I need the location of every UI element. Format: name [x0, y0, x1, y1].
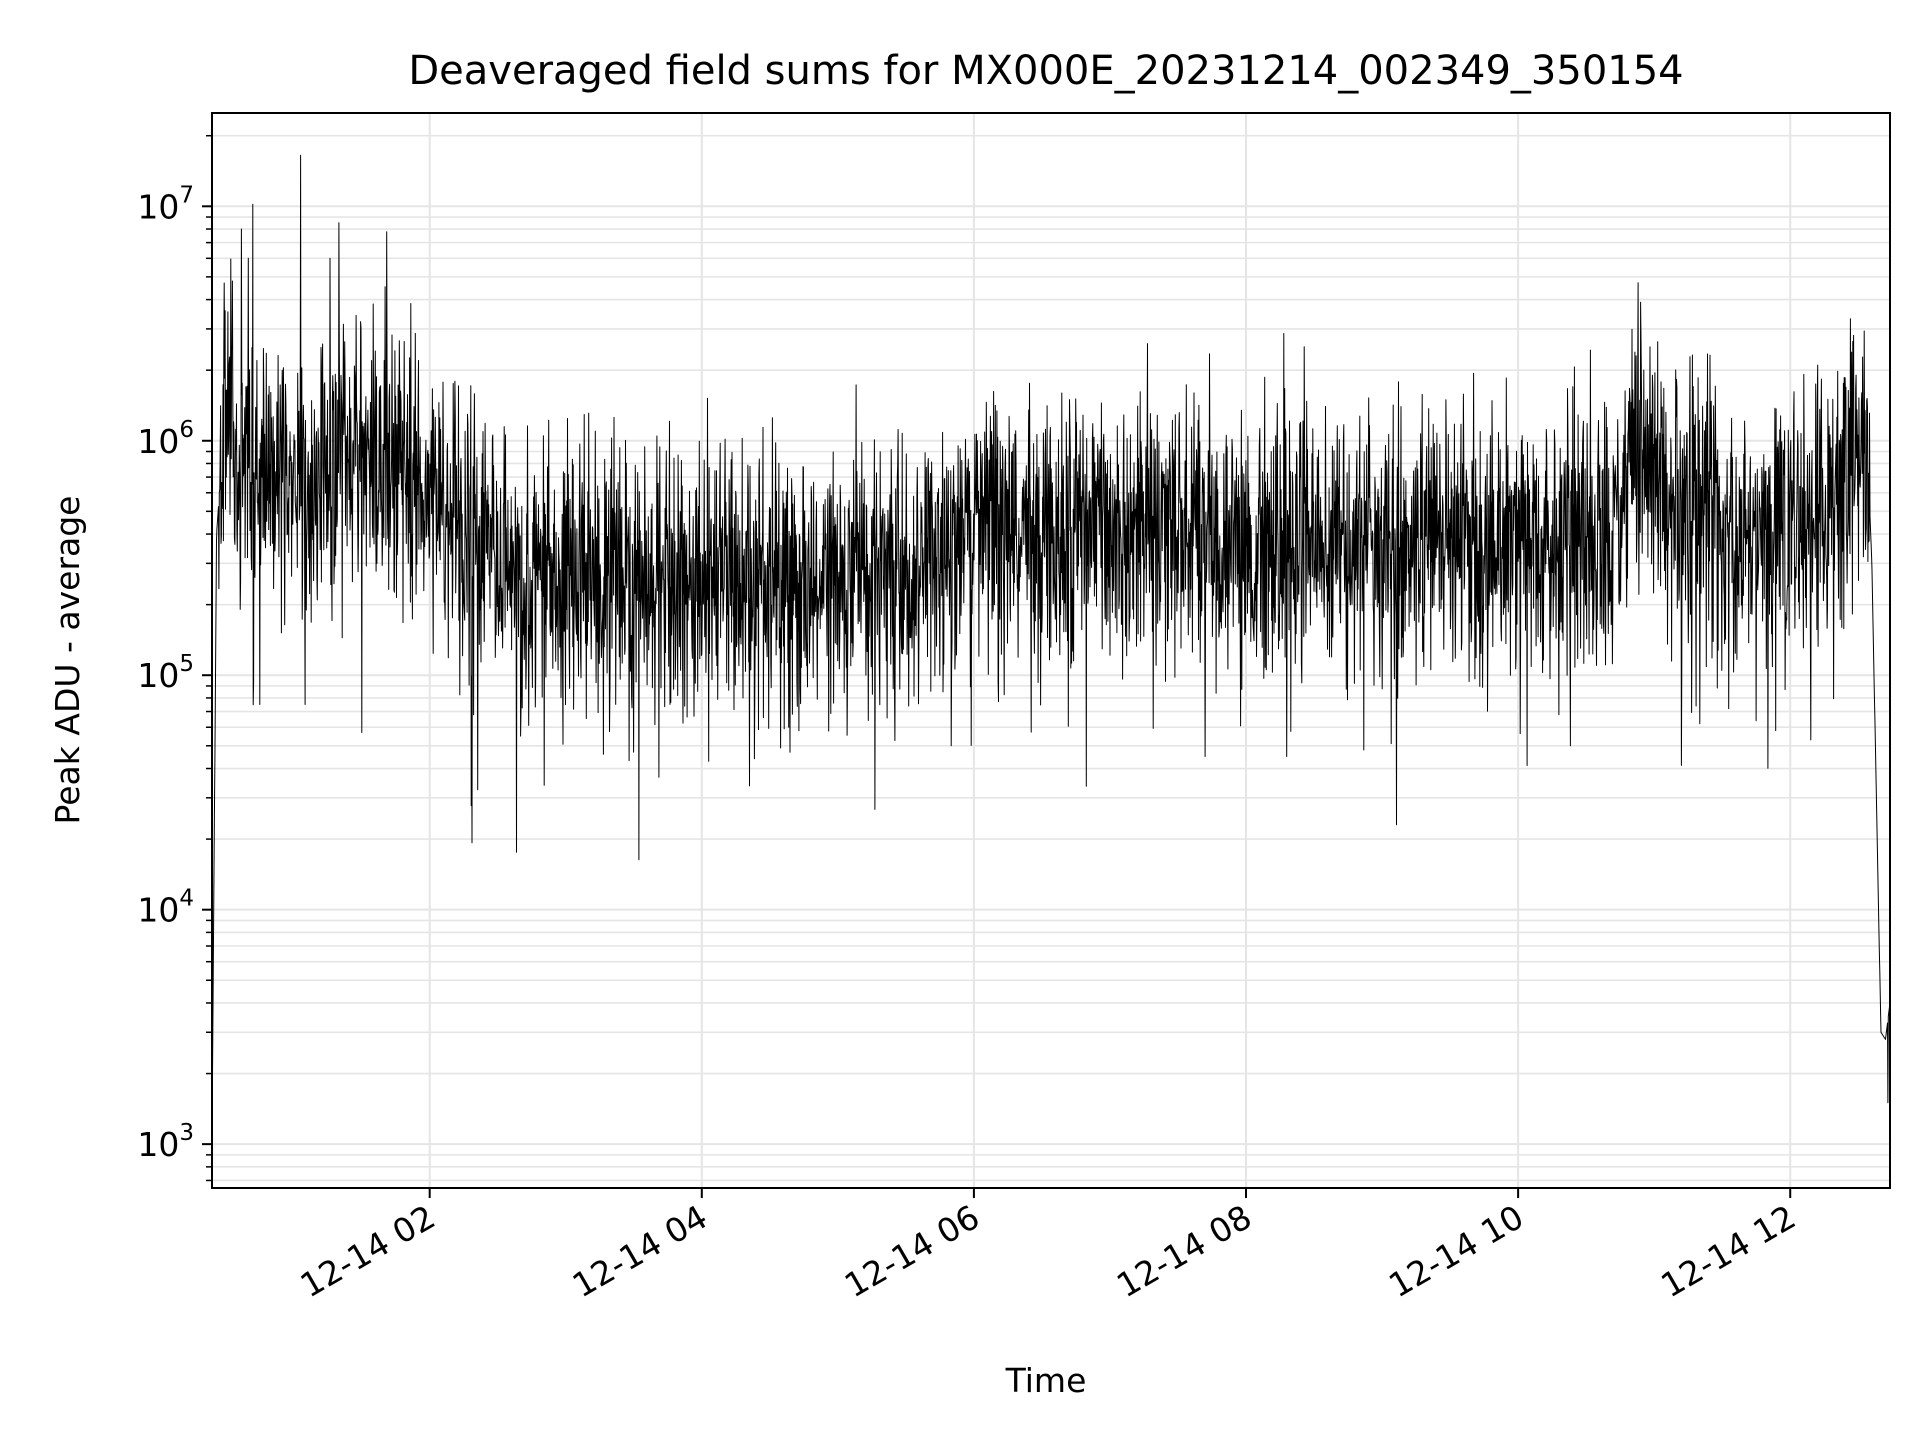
- y-tick-label-base: 10: [137, 1125, 179, 1164]
- y-tick-label: 106: [137, 417, 194, 461]
- y-tick-label-exponent: 4: [179, 886, 194, 912]
- y-tick-label-base: 10: [137, 891, 179, 930]
- y-tick-label: 103: [137, 1120, 194, 1164]
- plot-frame: [211, 112, 1891, 1189]
- y-tick-label-exponent: 3: [179, 1120, 194, 1146]
- y-tick-label-exponent: 5: [179, 651, 194, 677]
- y-tick-label-base: 10: [137, 656, 179, 695]
- y-tick-label: 105: [137, 651, 194, 695]
- y-tick-label-exponent: 7: [179, 182, 194, 208]
- y-tick-label-base: 10: [137, 422, 179, 461]
- y-tick-label: 104: [137, 886, 194, 930]
- grid: [212, 113, 1890, 1188]
- y-tick-label: 107: [137, 182, 194, 226]
- y-tick-label-exponent: 6: [179, 417, 194, 443]
- plot-series: [211, 154, 1891, 1145]
- y-tick-label-base: 10: [137, 187, 179, 226]
- chart-title: Deaveraged field sums for MX000E_2023121…: [408, 48, 1683, 94]
- y-axis-title: Peak ADU - average: [48, 496, 87, 825]
- series-line: [211, 154, 1891, 1145]
- x-axis-title: Time: [1005, 1361, 1087, 1400]
